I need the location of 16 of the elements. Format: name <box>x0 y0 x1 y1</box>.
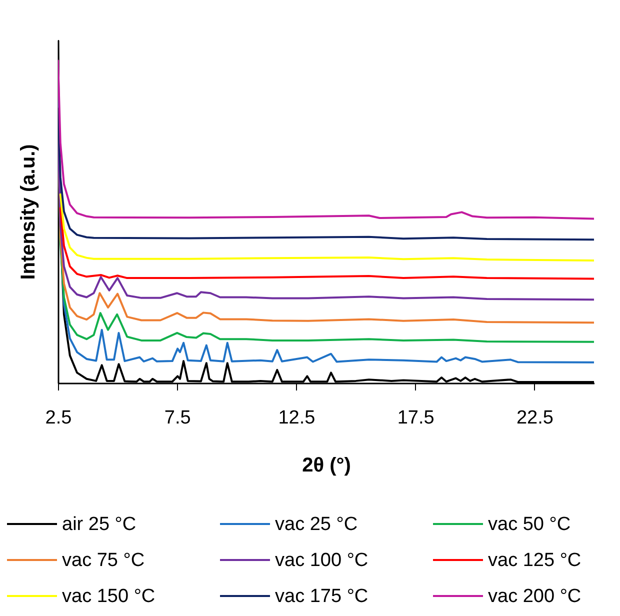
legend-label: vac 25 °C <box>275 514 358 535</box>
legend-label: vac 75 °C <box>62 550 145 571</box>
legend-label: vac 100 °C <box>275 550 368 571</box>
legend-label: vac 50 °C <box>488 514 571 535</box>
legend-label: vac 175 °C <box>275 586 368 607</box>
x-tick-label: 12.5 <box>278 408 316 428</box>
x-tick-label: 7.5 <box>164 408 191 428</box>
legend-label: vac 200 °C <box>488 586 582 607</box>
x-axis-title: 2θ (°) <box>302 454 351 476</box>
x-tick-label: 17.5 <box>397 408 434 428</box>
x-tick-label: 22.5 <box>516 408 554 428</box>
x-tick-label: 2.5 <box>45 408 72 428</box>
legend-label: vac 125 °C <box>488 550 582 571</box>
legend-label: air 25 °C <box>62 514 136 535</box>
y-axis-title: Intensity (a.u.) <box>18 144 40 280</box>
legend-label: vac 150 °C <box>62 586 156 607</box>
